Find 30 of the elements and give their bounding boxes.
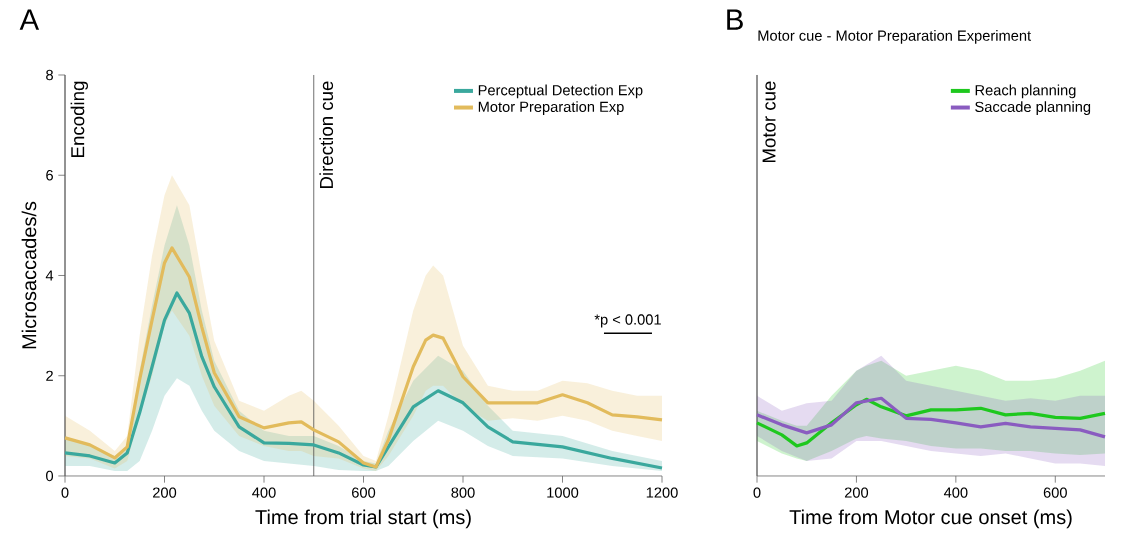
x-tick-label: 1000 [547,487,579,498]
legend-label: Reach planning [975,84,1076,99]
x-axis-title: Time from trial start (ms) [255,509,471,529]
chart-subtitle: Motor cue - Motor Preparation Experiment [758,30,1032,44]
annotation: *p < 0.001 [594,314,661,328]
x-tick-label: 200 [844,487,869,498]
x-tick-label: 600 [352,487,376,498]
y-tick-label: 0 [46,470,54,482]
y-tick-label: 4 [45,270,54,281]
x-tick-label: 0 [61,487,69,498]
ref-line-label: Encoding [70,81,88,157]
y-axis-title: Microsaccades/s [21,201,37,349]
x-tick-label: 600 [1043,487,1067,498]
legend-label: Perceptual Detection Exp [478,84,643,99]
legend-label: Motor Preparation Exp [478,101,624,115]
x-tick-label: 800 [451,487,475,498]
y-tick-label: 8 [46,69,53,81]
ref-line-label: Motor cue [762,81,776,163]
chart-title: A [19,9,40,30]
x-tick-label: 200 [153,487,177,498]
ref-line-label: Direction cue [319,81,334,188]
chart-title: B [727,9,743,30]
x-tick-label: 0 [753,487,761,498]
y-tick-label: 6 [46,170,53,181]
legend-label: Saccade planning [975,101,1091,115]
x-tick-label: 1200 [646,487,678,498]
y-tick-label: 2 [46,370,53,381]
x-tick-label: 400 [943,487,968,498]
x-axis-title: Time from Motor cue onset (ms) [789,509,1072,529]
x-tick-label: 400 [252,487,276,498]
